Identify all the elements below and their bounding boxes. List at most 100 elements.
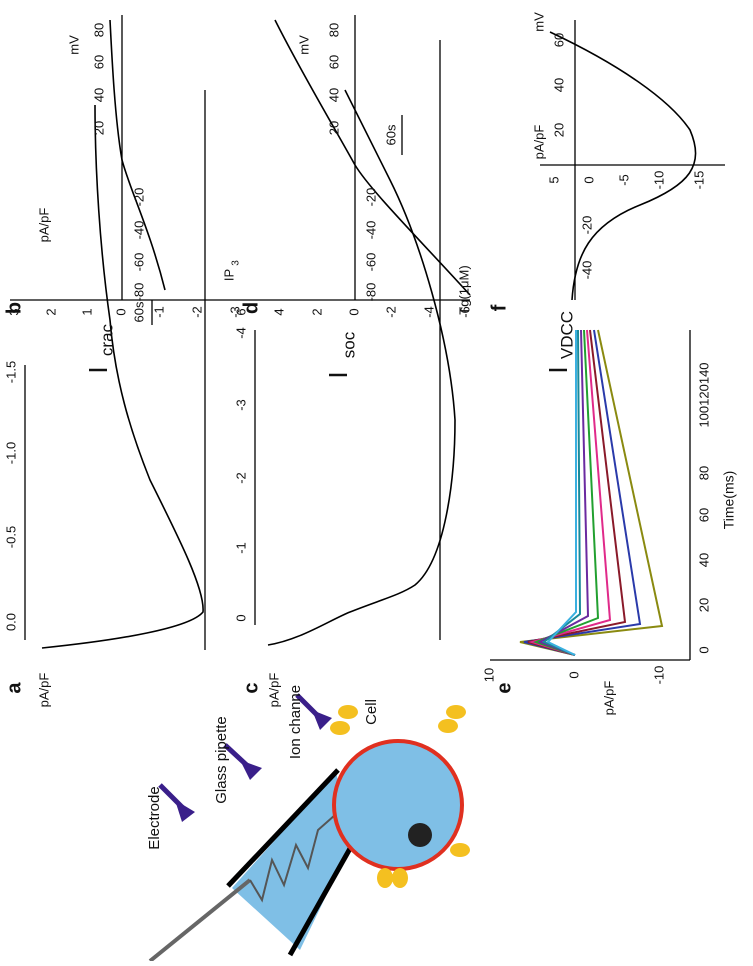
tick-label: -4	[421, 306, 436, 318]
panel-label: c	[240, 682, 262, 693]
diagram-label: Electrode	[146, 786, 163, 849]
arrows	[158, 693, 332, 822]
tick-label: -20	[579, 216, 594, 235]
trace-d	[274, 19, 471, 296]
tick-label: -6	[457, 306, 472, 318]
tick-label: 40	[326, 88, 341, 102]
axis-label: Time(ms)	[721, 471, 737, 530]
tick-label: -5	[616, 174, 631, 186]
axis-label: pA/pF	[266, 673, 281, 708]
tick-label: 0.0	[3, 613, 18, 631]
tick-label: 60	[91, 55, 106, 69]
tick-label: 0	[346, 308, 361, 315]
diagram-label: Cell	[363, 699, 380, 725]
tick-label: -4	[233, 327, 248, 339]
tick-label: 2	[309, 308, 324, 315]
tick-label: -80	[363, 283, 378, 302]
tick-label: 3	[6, 308, 21, 315]
pipette-wall	[226, 768, 340, 888]
axis-label: mV	[531, 12, 546, 32]
tick-label: 100120140	[696, 362, 711, 427]
axis-label: pA/pF	[36, 673, 51, 708]
tick-label: 40	[91, 88, 106, 102]
tick-label: -80	[131, 283, 146, 302]
electrode-wire	[148, 878, 252, 963]
tick-label: 1	[79, 308, 94, 315]
tick-label: -60	[131, 253, 146, 272]
trace-c	[267, 89, 456, 646]
axis-label: pA/pF	[531, 125, 546, 160]
tick-label: -2	[233, 472, 248, 484]
trace-label: I	[543, 366, 573, 373]
tick-label: 60	[551, 33, 566, 47]
tick-label: 20	[551, 123, 566, 137]
tick-label: -40	[363, 221, 378, 240]
tick-label: 10	[481, 668, 496, 682]
panel-label: a	[3, 682, 25, 694]
trace-label: soc	[339, 331, 358, 358]
tick-label: 0	[113, 308, 128, 315]
trace-e	[546, 330, 577, 656]
tick-label: -15	[691, 171, 706, 190]
tick-label: -40	[131, 221, 146, 240]
tick-label: 4	[271, 308, 286, 315]
tick-label: 0	[233, 614, 248, 621]
axis-label: pA/pF	[601, 681, 616, 716]
panel-label: f	[488, 304, 510, 311]
tick-label: -1.5	[3, 361, 18, 383]
axis-label: pA/pF	[36, 208, 51, 243]
tick-label: 5	[546, 176, 561, 183]
diagram-label: Ion channe	[287, 685, 304, 759]
tick-label: 0	[581, 176, 596, 183]
nucleus	[408, 823, 432, 847]
trace-label: I	[323, 371, 353, 378]
tick-label: 60	[696, 508, 711, 522]
trace-label: VDCC	[557, 311, 576, 359]
trace-f	[549, 31, 697, 301]
tick-label: -20	[363, 188, 378, 207]
trace-label: crac	[97, 323, 116, 356]
tick-label: 80	[696, 466, 711, 480]
tick-label: -10	[651, 171, 666, 190]
tick-label: -2	[383, 306, 398, 318]
tick-label: 40	[696, 553, 711, 567]
tick-label: 20	[326, 121, 341, 135]
tick-label: -3	[233, 399, 248, 411]
cell	[332, 739, 464, 871]
tick-label: -40	[579, 261, 594, 280]
stimulus: IP	[221, 269, 236, 281]
tick-label: 80	[326, 23, 341, 37]
panel-label: b	[3, 302, 25, 314]
cell-diagram	[148, 693, 470, 963]
tick-label: -2	[189, 306, 204, 318]
panel-label: d	[240, 302, 262, 314]
tick-label: -10	[651, 666, 666, 685]
tick-label: -1	[151, 306, 166, 318]
tick-label: 20	[696, 598, 711, 612]
tick-label: 20	[91, 121, 106, 135]
axis-label: mV	[66, 35, 81, 55]
stimulus: Tg(1μM)	[456, 265, 471, 314]
axis-label: mV	[296, 35, 311, 55]
tick-label: -1	[233, 542, 248, 554]
traces	[41, 19, 697, 649]
diagram-label: Glass pipette	[213, 716, 230, 804]
trace-b	[109, 19, 166, 291]
tick-label: -3	[227, 306, 242, 318]
trace-label: I	[83, 366, 113, 373]
trace-e	[542, 329, 582, 656]
tick-label: 40	[551, 78, 566, 92]
panel-label: e	[493, 682, 515, 693]
tick-label: 6	[233, 308, 248, 315]
tick-label: 0	[696, 646, 711, 653]
channels	[330, 705, 470, 888]
wire-coil	[249, 814, 336, 903]
trace-a	[41, 104, 204, 649]
pipette-wall	[287, 843, 355, 957]
scale-bar: 60s	[131, 301, 146, 322]
tick-label: 60	[326, 55, 341, 69]
tick-label: 2	[43, 308, 58, 315]
tick-label: 80	[91, 23, 106, 37]
tick-label: 0	[566, 671, 581, 678]
